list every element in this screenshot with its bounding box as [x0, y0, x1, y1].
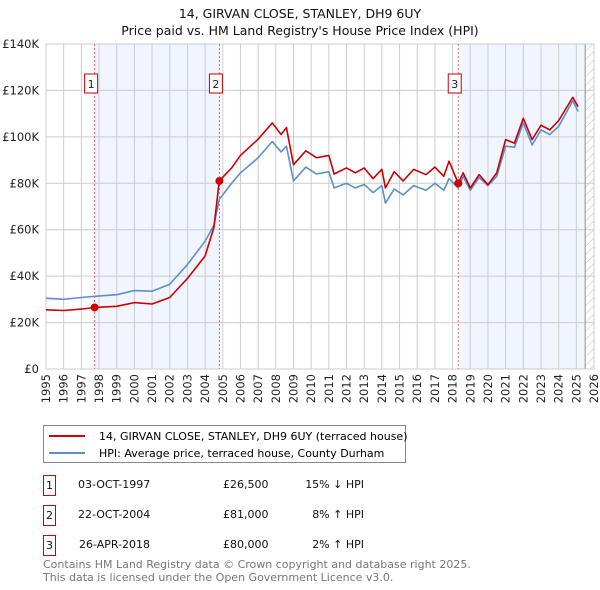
sale-delta: 2% ↑ HPI: [312, 538, 364, 551]
footer-line: Contains HM Land Registry data © Crown c…: [43, 558, 471, 571]
x-tick-label: 2020: [481, 374, 495, 403]
chart-title: 14, GIRVAN CLOSE, STANLEY, DH9 6UY: [178, 6, 422, 21]
forecast-hatch: [585, 44, 594, 369]
x-tick-label: 2026: [587, 374, 600, 403]
x-tick-label: 2024: [552, 374, 566, 403]
x-tick-label: 2016: [410, 374, 424, 403]
legend: 14, GIRVAN CLOSE, STANLEY, DH9 6UY (terr…: [43, 425, 408, 463]
sale-label: 1: [88, 78, 95, 91]
sale-row: 1 03-OCT-1997 £26,500 15% ↓ HPI: [43, 475, 443, 496]
sale-date: 22-OCT-2004: [78, 508, 151, 521]
sale-label: 2: [212, 78, 219, 91]
y-tick-label: £60K: [10, 223, 40, 237]
x-tick-label: 2002: [163, 374, 177, 403]
y-tick-label: £20K: [10, 316, 40, 330]
x-tick-label: 2015: [393, 374, 407, 403]
legend-swatch-red: [49, 435, 85, 437]
x-tick-label: 2006: [233, 374, 247, 403]
x-tick-label: 2007: [251, 374, 265, 403]
sale-marker-box: 3: [43, 535, 56, 556]
x-tick-label: 2013: [357, 374, 371, 403]
x-tick-label: 2011: [322, 374, 336, 403]
sale-price: £80,000: [223, 538, 269, 551]
sale-label-box: [208, 73, 223, 94]
x-tick-label: 2017: [428, 374, 442, 403]
x-tick-label: 2003: [180, 374, 194, 403]
x-tick-label: 2001: [145, 374, 159, 403]
x-tick-label: 2009: [286, 374, 300, 403]
legend-swatch-blue: [49, 452, 85, 454]
x-tick-label: 2021: [499, 374, 513, 403]
x-tick-label: 1995: [39, 374, 53, 403]
sale-label-box: [447, 73, 462, 94]
hpi-line: [45, 100, 579, 301]
sale-row: 3 26-APR-2018 £80,000 2% ↑ HPI: [43, 535, 443, 556]
sale-price: £81,000: [223, 508, 269, 521]
x-tick-label: 2004: [198, 374, 212, 403]
sale-point-marker: [215, 176, 224, 185]
x-tick-label: 2025: [569, 374, 583, 403]
x-tick-label: 2008: [269, 374, 283, 403]
sale-point-marker: [454, 179, 463, 188]
price-chart: 1995 1996 1997 1998 1999 2000 2001 2002 2003 2004…: [2, 37, 600, 403]
y-tick-label: £80K: [10, 176, 40, 190]
sale-marker-box: 2: [43, 505, 56, 526]
shaded-period: [94, 44, 220, 369]
x-tick-label: 2010: [304, 374, 318, 403]
sale-point-marker: [90, 303, 99, 312]
sale-label: 3: [451, 78, 458, 91]
sale-marker-box: 1: [43, 475, 56, 496]
shaded-period: [458, 44, 586, 369]
sale-row: 2 22-OCT-2004 £81,000 8% ↑ HPI: [43, 505, 443, 526]
y-tick-label: £140K: [2, 37, 39, 51]
y-tick-label: £100K: [2, 130, 39, 144]
legend-label: HPI: Average price, terraced house, Coun…: [99, 446, 385, 460]
x-tick-label: 1999: [110, 374, 124, 403]
x-tick-label: 1996: [57, 374, 71, 403]
y-tick-label: £0: [24, 362, 39, 376]
x-tick-label: 2012: [340, 374, 354, 403]
x-tick-label: 1997: [74, 374, 88, 403]
plot-border: [45, 43, 595, 370]
x-tick-label: 2000: [127, 374, 141, 403]
legend-item-property: 14, GIRVAN CLOSE, STANLEY, DH9 6UY (terr…: [44, 428, 408, 444]
sale-delta: 15% ↓ HPI: [305, 478, 364, 491]
sale-date: 03-OCT-1997: [78, 478, 151, 491]
x-tick-label: 2022: [516, 374, 530, 403]
chart-subtitle: Price paid vs. HM Land Registry's House …: [121, 23, 479, 38]
sale-price: £26,500: [223, 478, 269, 491]
price-paid-line: [45, 96, 579, 312]
footer: Contains HM Land Registry data © Crown c…: [43, 558, 471, 584]
sale-delta: 8% ↑ HPI: [312, 508, 364, 521]
sale-date: 26-APR-2018: [79, 538, 151, 551]
x-tick-label: 2023: [534, 374, 548, 403]
footer-line: This data is licensed under the Open Gov…: [43, 570, 394, 584]
x-tick-label: 2014: [375, 374, 389, 403]
y-tick-label: £120K: [2, 83, 39, 97]
x-tick-label: 2019: [463, 374, 477, 403]
x-tick-label: 2018: [446, 374, 460, 403]
x-tick-label: 2005: [216, 374, 230, 403]
legend-item-hpi: HPI: Average price, terraced house, Coun…: [44, 445, 384, 461]
legend-label: 14, GIRVAN CLOSE, STANLEY, DH9 6UY (terr…: [99, 429, 408, 443]
y-tick-label: £40K: [10, 269, 40, 283]
x-tick-label: 1998: [92, 374, 106, 403]
sale-label-box: [84, 73, 99, 94]
